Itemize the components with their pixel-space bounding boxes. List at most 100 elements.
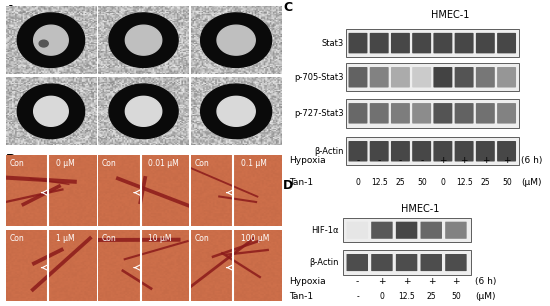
Polygon shape: [34, 25, 68, 55]
Text: β-Actin: β-Actin: [310, 258, 339, 267]
FancyBboxPatch shape: [497, 33, 516, 53]
Text: Stat3: Stat3: [322, 39, 344, 48]
Text: Con: Con: [9, 234, 24, 243]
FancyBboxPatch shape: [346, 29, 519, 57]
Text: Tan-1: Tan-1: [289, 178, 313, 187]
FancyBboxPatch shape: [391, 33, 410, 53]
Polygon shape: [17, 84, 85, 139]
Text: +: +: [453, 277, 460, 286]
Polygon shape: [125, 96, 162, 126]
FancyBboxPatch shape: [412, 103, 431, 124]
Polygon shape: [109, 13, 178, 67]
Text: Con: Con: [194, 159, 209, 168]
Text: 0: 0: [356, 178, 361, 187]
FancyBboxPatch shape: [433, 141, 452, 162]
Text: +: +: [439, 156, 447, 165]
Text: A: A: [6, 4, 15, 17]
Text: 50: 50: [502, 178, 512, 187]
Text: 0: 0: [441, 178, 446, 187]
Text: -: -: [356, 292, 359, 301]
Polygon shape: [17, 13, 85, 67]
Polygon shape: [125, 25, 162, 55]
Polygon shape: [201, 13, 272, 67]
FancyBboxPatch shape: [349, 103, 367, 124]
FancyBboxPatch shape: [455, 67, 474, 88]
Text: +: +: [482, 156, 490, 165]
FancyBboxPatch shape: [391, 67, 410, 88]
Polygon shape: [34, 96, 68, 126]
FancyBboxPatch shape: [349, 67, 367, 88]
Text: +: +: [503, 156, 510, 165]
FancyBboxPatch shape: [421, 222, 442, 239]
Text: 25: 25: [427, 292, 436, 301]
Text: C: C: [283, 1, 293, 14]
Text: p-705-Stat3: p-705-Stat3: [294, 73, 344, 82]
Text: (μM): (μM): [475, 292, 495, 301]
FancyBboxPatch shape: [476, 33, 495, 53]
Text: HMEC-1: HMEC-1: [402, 204, 439, 214]
Text: 25: 25: [481, 178, 491, 187]
FancyBboxPatch shape: [455, 103, 474, 124]
FancyBboxPatch shape: [433, 33, 452, 53]
Text: Tan-1: Tan-1: [289, 292, 313, 301]
Text: p-727-Stat3: p-727-Stat3: [294, 109, 344, 118]
FancyBboxPatch shape: [346, 222, 368, 239]
Polygon shape: [217, 96, 255, 126]
FancyBboxPatch shape: [346, 63, 519, 91]
Text: HMEC-1: HMEC-1: [431, 10, 469, 20]
Text: 10 μM: 10 μM: [148, 234, 172, 243]
Text: (6 h): (6 h): [521, 156, 543, 165]
Text: -: -: [378, 156, 381, 165]
FancyBboxPatch shape: [371, 254, 393, 271]
Text: 1 μM: 1 μM: [56, 234, 74, 243]
FancyBboxPatch shape: [445, 222, 466, 239]
FancyBboxPatch shape: [476, 141, 495, 162]
Text: 0 μM: 0 μM: [56, 159, 74, 168]
Text: (μM): (μM): [521, 178, 542, 187]
FancyBboxPatch shape: [412, 67, 431, 88]
Text: -: -: [420, 156, 424, 165]
Text: B: B: [6, 153, 15, 166]
FancyBboxPatch shape: [391, 103, 410, 124]
Text: 0.1 μM: 0.1 μM: [241, 159, 267, 168]
Text: 12.5: 12.5: [371, 178, 388, 187]
Text: 0: 0: [379, 292, 384, 301]
Text: 100 μM: 100 μM: [241, 234, 269, 243]
Text: +: +: [403, 277, 411, 286]
Text: Con: Con: [194, 234, 209, 243]
Text: 50: 50: [452, 292, 461, 301]
FancyBboxPatch shape: [343, 218, 471, 242]
FancyBboxPatch shape: [433, 67, 452, 88]
Text: Hypoxia: Hypoxia: [289, 156, 326, 165]
FancyBboxPatch shape: [421, 254, 442, 271]
FancyBboxPatch shape: [497, 67, 516, 88]
FancyBboxPatch shape: [370, 67, 389, 88]
FancyBboxPatch shape: [346, 254, 368, 271]
FancyBboxPatch shape: [343, 250, 471, 275]
Polygon shape: [109, 84, 178, 139]
Text: 50: 50: [417, 178, 427, 187]
Text: Con: Con: [102, 159, 117, 168]
FancyBboxPatch shape: [412, 141, 431, 162]
FancyBboxPatch shape: [455, 141, 474, 162]
Text: Hypoxia: Hypoxia: [289, 277, 326, 286]
Text: Con: Con: [102, 234, 117, 243]
Text: D: D: [283, 179, 294, 192]
FancyBboxPatch shape: [370, 141, 389, 162]
Text: +: +: [460, 156, 468, 165]
FancyBboxPatch shape: [346, 137, 519, 166]
FancyBboxPatch shape: [391, 141, 410, 162]
FancyBboxPatch shape: [370, 33, 389, 53]
FancyBboxPatch shape: [370, 103, 389, 124]
Text: (6 h): (6 h): [475, 277, 496, 286]
Circle shape: [39, 40, 48, 47]
Text: +: +: [378, 277, 386, 286]
FancyBboxPatch shape: [497, 103, 516, 124]
FancyBboxPatch shape: [346, 99, 519, 128]
FancyBboxPatch shape: [349, 33, 367, 53]
Text: HIF-1α: HIF-1α: [311, 226, 339, 235]
FancyBboxPatch shape: [476, 103, 495, 124]
Text: -: -: [356, 277, 359, 286]
Text: +: +: [428, 277, 435, 286]
FancyBboxPatch shape: [445, 254, 466, 271]
